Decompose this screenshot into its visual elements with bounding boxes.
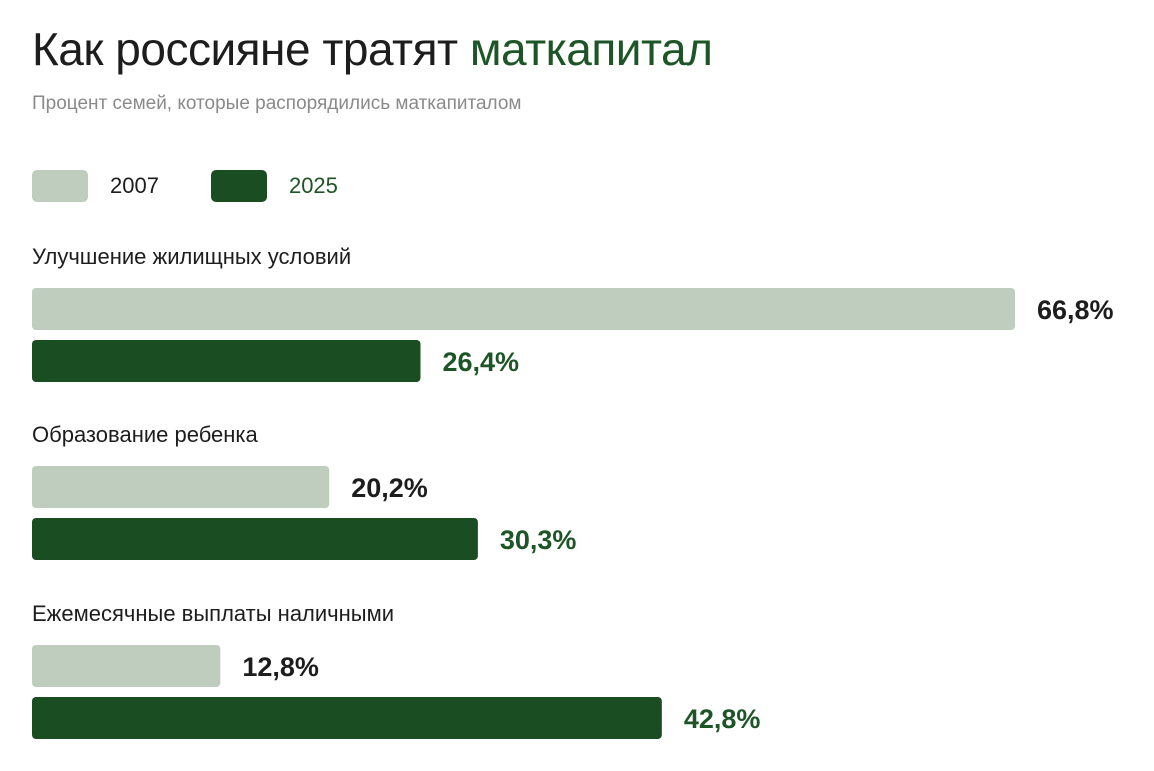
legend: 2007 2025 bbox=[32, 170, 390, 202]
legend-item-2025: 2025 bbox=[210, 170, 338, 202]
bar-group-1: Образование ребенка 20,2% 30,3% bbox=[32, 422, 576, 560]
legend-label-2025: 2025 bbox=[288, 173, 338, 198]
legend-swatch-2007 bbox=[32, 170, 88, 202]
data-label-2007: 20,2% bbox=[351, 473, 428, 503]
bar-2025 bbox=[32, 518, 478, 560]
data-label-2025: 26,4% bbox=[442, 347, 519, 377]
data-label-2025: 30,3% bbox=[500, 525, 577, 555]
legend-item-2007: 2007 bbox=[32, 170, 159, 202]
category-label: Ежемесячные выплаты наличными bbox=[32, 601, 394, 626]
chart-title-main: Как россияне тратят bbox=[32, 23, 458, 75]
category-label: Улучшение жилищных условий bbox=[32, 244, 351, 269]
bar-2007 bbox=[32, 466, 330, 508]
legend-label-2007: 2007 bbox=[110, 173, 159, 198]
data-label-2007: 66,8% bbox=[1037, 295, 1114, 325]
chart-title-accent: маткапитал bbox=[469, 23, 713, 75]
chart-title: Как россияне тратят маткапитал bbox=[32, 22, 713, 76]
legend-swatch-2025 bbox=[210, 170, 267, 202]
bar-2025 bbox=[32, 340, 421, 382]
bar-group-0: Улучшение жилищных условий 66,8% 26,4% bbox=[32, 244, 1114, 382]
bar-2007 bbox=[32, 288, 1015, 330]
chart-subtitle: Процент семей, которые распорядились мат… bbox=[32, 93, 522, 114]
bar-group-2: Ежемесячные выплаты наличными 12,8% 42,8% bbox=[32, 601, 760, 739]
bar-2025 bbox=[32, 697, 662, 739]
category-label: Образование ребенка bbox=[32, 422, 259, 447]
data-label-2007: 12,8% bbox=[242, 652, 319, 682]
bar-2007 bbox=[32, 645, 221, 687]
data-label-2025: 42,8% bbox=[684, 704, 761, 734]
